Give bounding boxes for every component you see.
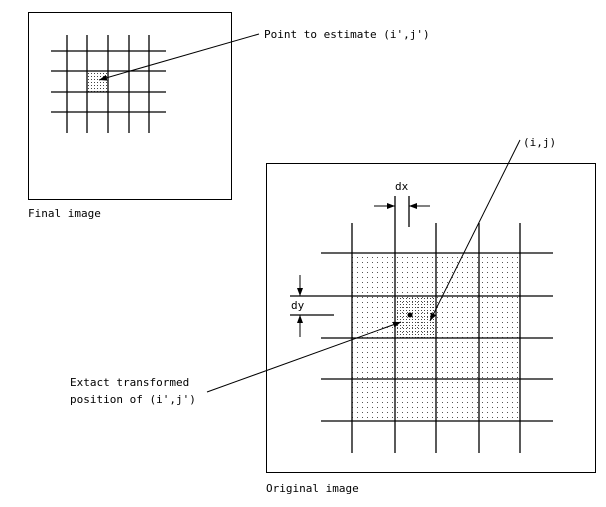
final-image-panel (28, 12, 232, 200)
dy-label: dy (291, 299, 305, 312)
original-image-frame (266, 163, 596, 473)
exact-position-arrow (206, 321, 402, 393)
original-image-panel: dx dy (266, 163, 596, 473)
ij-label: (i,j) (523, 136, 556, 149)
exact-position-dot (407, 312, 413, 318)
final-image-frame (28, 12, 232, 200)
original-image-label: Original image (266, 482, 359, 495)
final-grid (51, 35, 166, 133)
ij-arrow (429, 139, 521, 322)
point-to-estimate-label: Point to estimate (i',j') (264, 28, 430, 41)
dx-label: dx (395, 180, 409, 193)
target-pixel-cell (87, 71, 108, 92)
final-image-label: Final image (28, 207, 101, 220)
source-pixel-cell (395, 296, 436, 338)
exact-position-label-line2: position of (i',j') (70, 393, 196, 406)
exact-position-label-line1: Extact transformed (70, 376, 189, 389)
original-grid (321, 223, 553, 453)
point-to-estimate-arrow (98, 33, 260, 81)
